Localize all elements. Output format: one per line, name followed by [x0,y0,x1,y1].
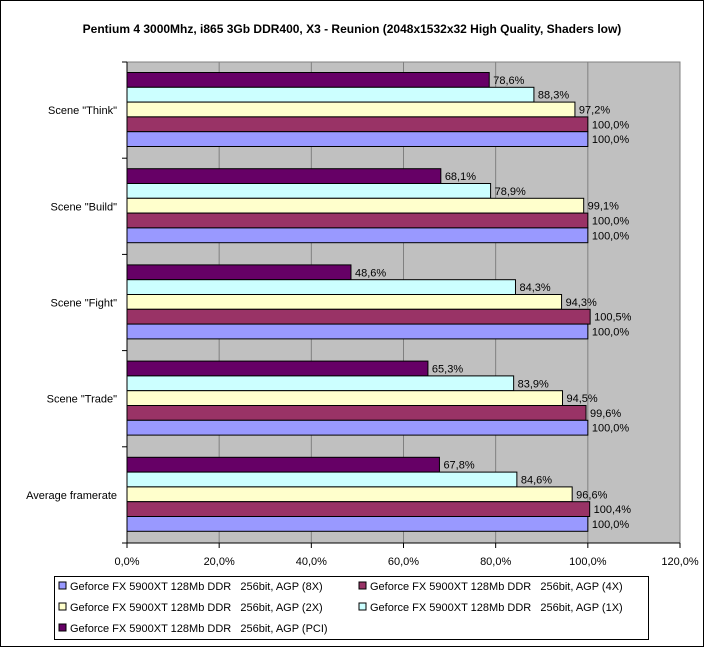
category-label: Average framerate [26,490,117,502]
bar [126,405,587,421]
x-tick-label: 40,0% [296,556,327,568]
legend-swatch [58,602,67,611]
bar [126,419,589,436]
bar [126,486,573,503]
x-tick-label: 120,0% [661,556,699,568]
category-label: Scene "Trade" [47,394,117,406]
legend-label: Geforce FX 5900XT 128Mb DDR 256bit, AGP … [370,581,623,593]
data-label: 100,4% [594,504,632,516]
bar [126,116,589,133]
bar [126,294,563,310]
data-label: 100,5% [594,312,632,324]
x-tick-label: 0,0% [114,556,139,568]
data-label: 48,6% [355,267,386,279]
data-label: 88,3% [538,90,569,102]
legend-label: Geforce FX 5900XT 128Mb DDR 256bit, AGP … [70,623,328,635]
bar [126,197,585,214]
bar [126,131,589,147]
data-label: 84,3% [519,282,550,294]
bar [126,516,589,532]
bar [126,390,563,407]
data-label: 100,0% [592,119,630,131]
bar [126,375,515,392]
data-label: 100,0% [592,134,630,146]
data-label: 100,0% [592,230,630,242]
bar [126,212,589,229]
data-label: 100,0% [592,216,630,228]
x-tick-label: 80,0% [480,556,511,568]
legend-label: Geforce FX 5900XT 128Mb DDR 256bit, AGP … [70,581,323,593]
bar [126,264,352,281]
bar [126,471,518,488]
x-tick-label: 20,0% [204,556,235,568]
data-label: 99,6% [590,408,621,420]
category-label: Scene "Think" [48,105,117,117]
data-label: 68,1% [445,171,476,183]
bar [126,72,490,88]
data-label: 78,6% [493,75,524,87]
bar [126,168,442,184]
legend-swatch [358,602,367,611]
data-label: 78,9% [495,186,526,198]
data-label: 65,3% [432,364,463,376]
bar [126,323,589,340]
data-label: 97,2% [579,105,610,117]
category-label: Scene "Build" [50,201,117,213]
bar [126,183,492,199]
x-tick-label: 100,0% [569,556,607,568]
data-label: 100,0% [592,327,630,339]
data-label: 100,0% [592,423,630,435]
bar [126,308,591,325]
chart-title: Pentium 4 3000Mhz, i865 3Gb DDR400, X3 -… [83,22,622,36]
legend-swatch [58,581,67,590]
bar [126,101,576,118]
bar [126,279,516,296]
bar [126,501,591,518]
data-label: 96,6% [576,489,607,501]
data-label: 100,0% [592,519,630,531]
bar [126,360,429,377]
x-tick-label: 60,0% [388,556,419,568]
data-label: 83,9% [518,378,549,390]
legend-label: Geforce FX 5900XT 128Mb DDR 256bit, AGP … [370,602,623,614]
data-label: 99,1% [588,201,619,213]
bar [126,86,535,103]
legend-box [54,576,649,640]
legend-label: Geforce FX 5900XT 128Mb DDR 256bit, AGP … [70,602,323,614]
data-label: 67,8% [443,460,474,472]
data-label: 94,3% [566,297,597,309]
category-label: Scene "Fight" [50,298,117,310]
legend-swatch [58,623,67,632]
bar [126,227,589,244]
data-label: 94,5% [566,393,597,405]
bar [126,456,440,473]
legend-swatch [358,581,367,590]
data-label: 84,6% [521,475,552,487]
